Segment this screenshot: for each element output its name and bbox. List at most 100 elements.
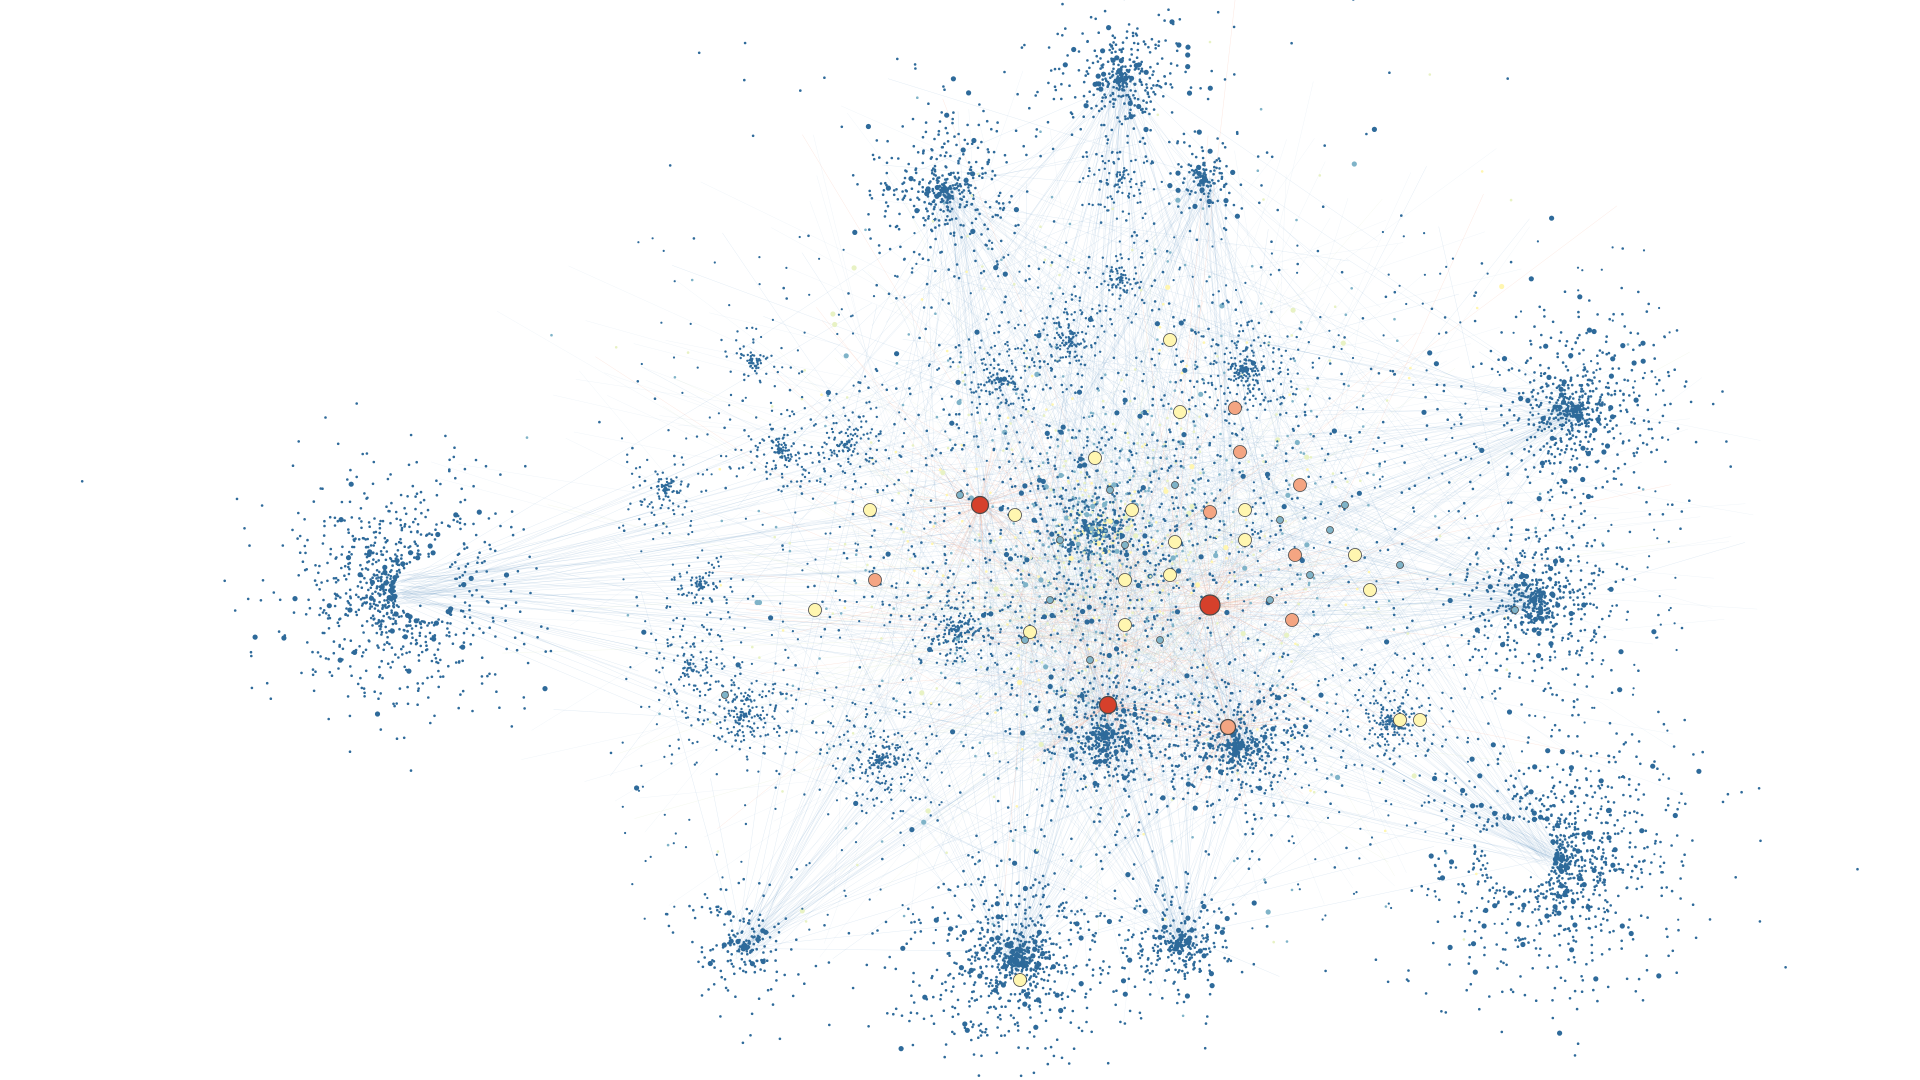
node — [1133, 470, 1136, 473]
node — [1369, 843, 1372, 846]
node — [1207, 85, 1213, 91]
node — [1136, 97, 1140, 101]
node — [301, 560, 305, 563]
edge — [943, 200, 1132, 405]
node — [281, 544, 285, 547]
node — [349, 603, 352, 607]
node — [1125, 82, 1129, 86]
edge — [401, 578, 895, 794]
node — [946, 140, 950, 143]
edge — [569, 445, 844, 626]
node — [1363, 556, 1366, 559]
edge — [829, 607, 1535, 743]
node — [1073, 531, 1076, 534]
edge — [1135, 73, 1378, 242]
node — [1036, 487, 1040, 490]
node — [1097, 389, 1100, 392]
node — [1138, 72, 1142, 75]
node — [1061, 545, 1064, 548]
node — [886, 139, 889, 143]
node — [349, 468, 352, 472]
node — [1113, 495, 1116, 498]
node — [957, 344, 961, 347]
node — [937, 192, 941, 195]
node — [372, 558, 375, 561]
node — [1183, 177, 1186, 180]
node — [1266, 475, 1269, 479]
node — [869, 545, 873, 549]
node — [832, 321, 838, 328]
node — [1131, 624, 1135, 627]
node — [423, 621, 427, 624]
edge — [725, 186, 1190, 584]
edge — [1006, 182, 1203, 737]
node — [362, 687, 366, 690]
node — [1196, 766, 1199, 769]
node — [1393, 373, 1396, 376]
node — [941, 174, 944, 177]
node — [921, 161, 925, 165]
edge — [787, 460, 1547, 859]
node — [360, 520, 363, 523]
node — [1039, 513, 1042, 516]
node — [1145, 734, 1149, 738]
edge — [1200, 161, 1227, 557]
node — [978, 741, 982, 745]
node — [1108, 562, 1111, 565]
node — [999, 207, 1002, 210]
node — [395, 555, 399, 558]
node — [1078, 429, 1081, 433]
node — [1180, 165, 1183, 169]
node — [1218, 528, 1221, 532]
node — [330, 674, 334, 677]
node — [1147, 95, 1151, 99]
node — [1217, 179, 1220, 183]
node — [899, 245, 902, 249]
node — [357, 574, 361, 577]
node — [327, 614, 331, 617]
node — [439, 482, 442, 486]
node — [1056, 438, 1059, 441]
node — [1053, 555, 1056, 558]
node — [1146, 560, 1149, 563]
node — [371, 562, 374, 566]
node — [318, 564, 321, 568]
node — [878, 684, 881, 688]
edge — [1029, 72, 1109, 717]
node — [954, 413, 958, 416]
node — [901, 182, 904, 186]
edge — [1163, 407, 1536, 604]
node — [389, 577, 392, 581]
node — [1213, 182, 1216, 185]
edge — [1325, 603, 1528, 681]
node — [751, 134, 755, 138]
edge — [1199, 170, 1273, 801]
node — [1010, 194, 1013, 198]
node — [743, 41, 747, 45]
node — [1002, 256, 1005, 259]
node — [394, 619, 397, 623]
node — [1366, 626, 1369, 629]
node — [909, 677, 913, 680]
node — [1091, 495, 1095, 498]
node — [1022, 561, 1026, 565]
node — [908, 614, 911, 618]
node — [1202, 168, 1205, 171]
node — [931, 212, 934, 216]
node — [944, 112, 950, 118]
node — [1433, 799, 1436, 802]
node — [1096, 513, 1100, 516]
edge — [1021, 173, 1196, 387]
node — [463, 522, 467, 526]
node — [377, 559, 381, 562]
edge — [738, 427, 978, 952]
node — [1098, 547, 1102, 550]
node — [901, 190, 904, 193]
edge — [920, 147, 1563, 424]
node — [1110, 128, 1114, 132]
node — [673, 376, 677, 379]
node — [1169, 618, 1173, 622]
node — [1076, 536, 1079, 540]
node — [449, 610, 453, 613]
node — [939, 251, 942, 254]
